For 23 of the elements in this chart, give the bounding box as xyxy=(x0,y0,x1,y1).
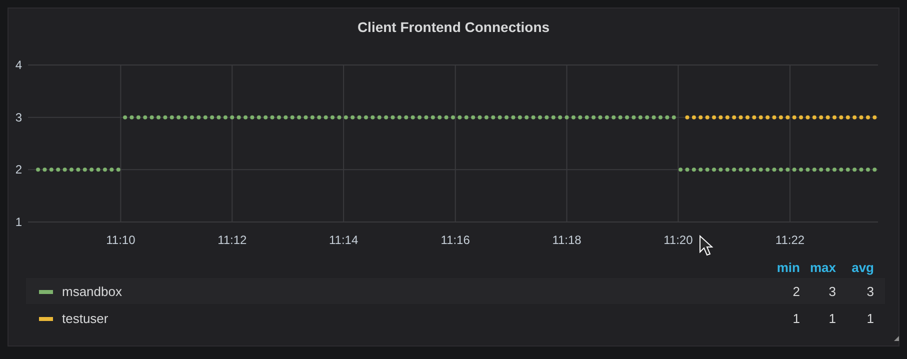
legend-label: msandbox xyxy=(62,284,122,299)
y-tick-label: 2 xyxy=(15,162,22,177)
text: avg xyxy=(852,260,874,275)
chart-title: Client Frontend Connections xyxy=(357,19,550,35)
legend-label: testuser xyxy=(62,311,109,326)
y-tick-label: 3 xyxy=(15,110,22,124)
text: 2 xyxy=(792,284,800,299)
x-tick-label: 11:22 xyxy=(775,233,805,247)
x-tick-label: 11:12 xyxy=(218,233,248,247)
text: 1 xyxy=(828,311,836,326)
x-tick-label: 11:16 xyxy=(440,233,470,247)
text: max xyxy=(810,260,837,275)
x-tick-label: 11:10 xyxy=(106,233,136,247)
text: 1 xyxy=(792,311,800,326)
y-tick-label: 1 xyxy=(15,215,22,229)
x-tick-label: 11:14 xyxy=(329,233,358,247)
y-tick-label: 4 xyxy=(15,58,22,72)
x-tick-label: 11:20 xyxy=(664,233,694,247)
text: 3 xyxy=(828,284,836,299)
text: 3 xyxy=(866,284,874,299)
x-tick-label: 11:18 xyxy=(552,233,582,247)
text: 1 xyxy=(866,311,874,326)
text: min xyxy=(776,260,800,275)
